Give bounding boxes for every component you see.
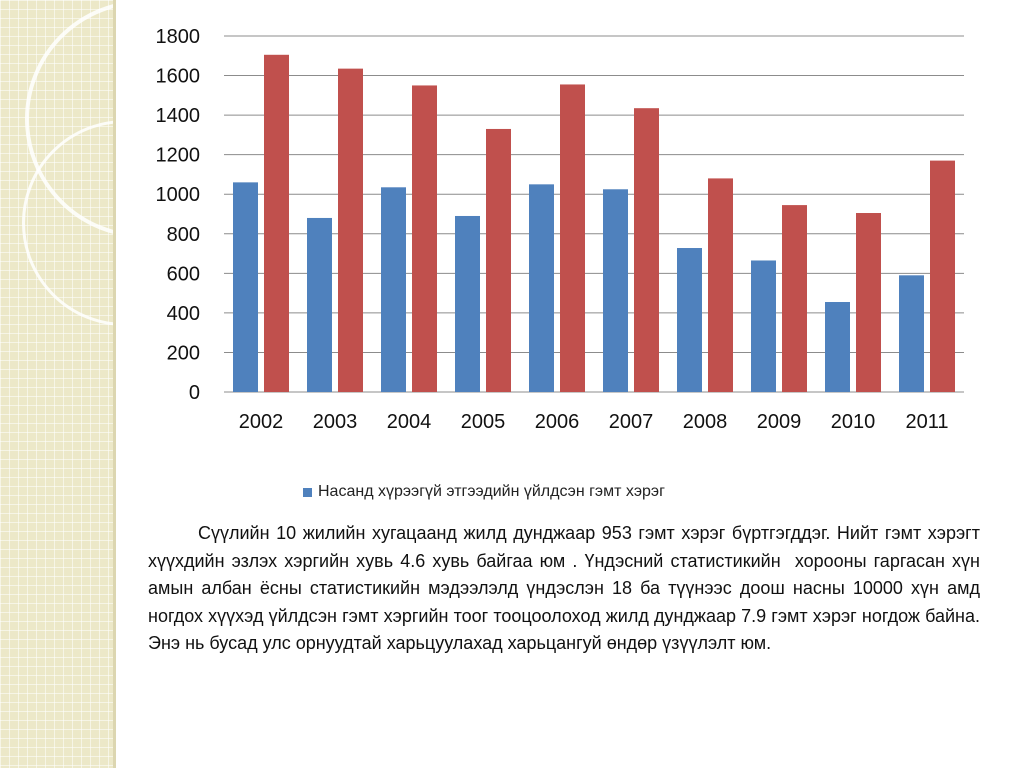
side-strip-edge [113, 0, 116, 768]
bar-red [856, 213, 881, 392]
bar-blue [603, 189, 628, 392]
bar-red [338, 68, 363, 392]
legend-label: Насанд хүрээгүй этгээдийн үйлдсэн гэмт х… [318, 483, 665, 500]
decorative-side-strip [0, 0, 113, 768]
y-tick-label: 400 [167, 303, 200, 325]
bar-red [264, 54, 289, 393]
x-tick-label: 2010 [831, 411, 876, 433]
y-tick-label: 1600 [156, 66, 201, 88]
bar-red [486, 128, 511, 392]
y-tick-label: 200 [167, 342, 200, 364]
x-tick-label: 2006 [535, 411, 580, 433]
x-axis-ticks: 2002 2003 2004 2005 2006 2007 2008 2009 2010 2011 [239, 411, 949, 433]
bar-blue [455, 215, 480, 392]
x-tick-label: 2011 [905, 411, 948, 433]
y-tick-label: 600 [167, 263, 200, 285]
x-tick-label: 2002 [239, 411, 284, 433]
bar-red [560, 84, 585, 392]
bar-blue [899, 275, 924, 392]
y-tick-label: 1800 [156, 26, 201, 48]
x-tick-label: 2004 [387, 411, 432, 433]
chart-bars [233, 54, 955, 393]
y-tick-label: 1200 [156, 145, 201, 167]
bar-red [708, 178, 733, 392]
legend-swatch-blue [303, 487, 312, 497]
chart-legend: Насанд хүрээгүй этгээдийн үйлдсэн гэмт х… [303, 482, 665, 502]
bar-blue [677, 248, 702, 392]
x-tick-label: 2005 [461, 411, 506, 433]
description-paragraph: Сүүлийн 10 жилийн хугацаанд жилд дунджаа… [148, 523, 991, 653]
bar-blue [233, 182, 258, 392]
bar-blue [751, 260, 776, 392]
y-tick-label: 1000 [156, 184, 201, 206]
bar-red [412, 85, 437, 392]
y-axis-ticks: 0 200 400 600 800 1000 1200 1400 1600 1800 [156, 26, 201, 404]
bar-blue [381, 187, 406, 392]
bar-red [930, 160, 955, 392]
bar-red [782, 205, 807, 392]
x-tick-label: 2009 [757, 411, 802, 433]
x-tick-label: 2007 [609, 411, 654, 433]
chart-gridlines [224, 35, 964, 393]
x-tick-label: 2008 [683, 411, 728, 433]
y-tick-label: 800 [167, 224, 200, 246]
y-tick-label: 1400 [156, 105, 201, 127]
bar-blue [529, 184, 554, 392]
x-tick-label: 2003 [313, 411, 358, 433]
bar-blue [825, 302, 850, 392]
bar-blue [307, 217, 332, 392]
bar-red [634, 108, 659, 392]
y-tick-label: 0 [189, 382, 200, 404]
